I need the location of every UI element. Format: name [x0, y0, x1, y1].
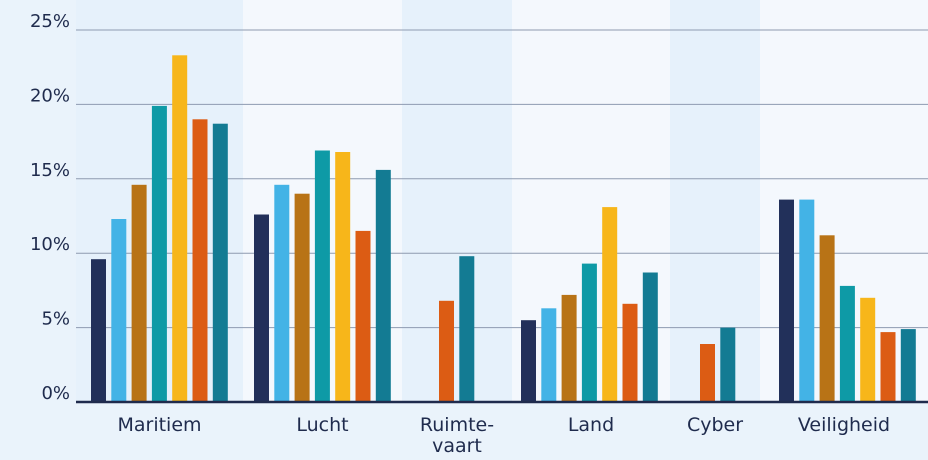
bar — [819, 235, 835, 402]
bar — [335, 152, 351, 402]
category-label: Cyber — [687, 414, 743, 436]
bar — [521, 320, 536, 402]
bar — [720, 327, 736, 402]
bar — [459, 256, 475, 402]
bar — [642, 272, 658, 402]
bar — [622, 303, 638, 402]
category-label: Veiligheid — [798, 414, 890, 436]
bar — [375, 169, 391, 402]
bar — [602, 207, 618, 402]
bar — [212, 123, 228, 402]
y-axis-ticks: 0% 5% 10% 15% 20% 25% — [30, 11, 70, 404]
bar — [799, 199, 815, 402]
bar — [561, 294, 577, 402]
category-label: Lucht — [296, 414, 348, 436]
bar — [172, 55, 188, 403]
bar — [274, 184, 290, 402]
bar — [880, 332, 896, 402]
bar — [779, 199, 794, 402]
bar — [314, 150, 330, 402]
bar — [151, 105, 167, 403]
y-tick-label: 5% — [41, 309, 70, 330]
bar — [294, 193, 310, 402]
y-tick-label: 20% — [30, 85, 70, 106]
bar — [131, 184, 147, 402]
bar — [541, 308, 557, 402]
bar — [355, 230, 371, 402]
category-band — [402, 0, 512, 402]
category-bands — [76, 0, 928, 402]
bar — [192, 119, 208, 403]
bar — [700, 344, 715, 402]
bar — [111, 219, 127, 402]
x-axis-categories: Maritiem Lucht Ruimte-vaart Land Cyber Veilig… — [117, 414, 890, 457]
y-tick-label: 25% — [30, 11, 70, 32]
bar — [839, 285, 855, 402]
y-tick-label: 10% — [30, 234, 70, 255]
bar — [254, 214, 269, 402]
category-label: Maritiem — [117, 414, 201, 436]
y-tick-label: 15% — [30, 160, 70, 181]
bar — [581, 263, 597, 402]
bars — [91, 55, 916, 403]
y-tick-label: 0% — [41, 383, 70, 404]
bar — [439, 300, 454, 402]
bar — [900, 329, 916, 402]
category-label: Ruimte-vaart — [420, 414, 494, 457]
category-label: Land — [568, 414, 614, 436]
category-band — [670, 0, 760, 402]
bar — [91, 259, 106, 402]
bar — [860, 297, 876, 402]
